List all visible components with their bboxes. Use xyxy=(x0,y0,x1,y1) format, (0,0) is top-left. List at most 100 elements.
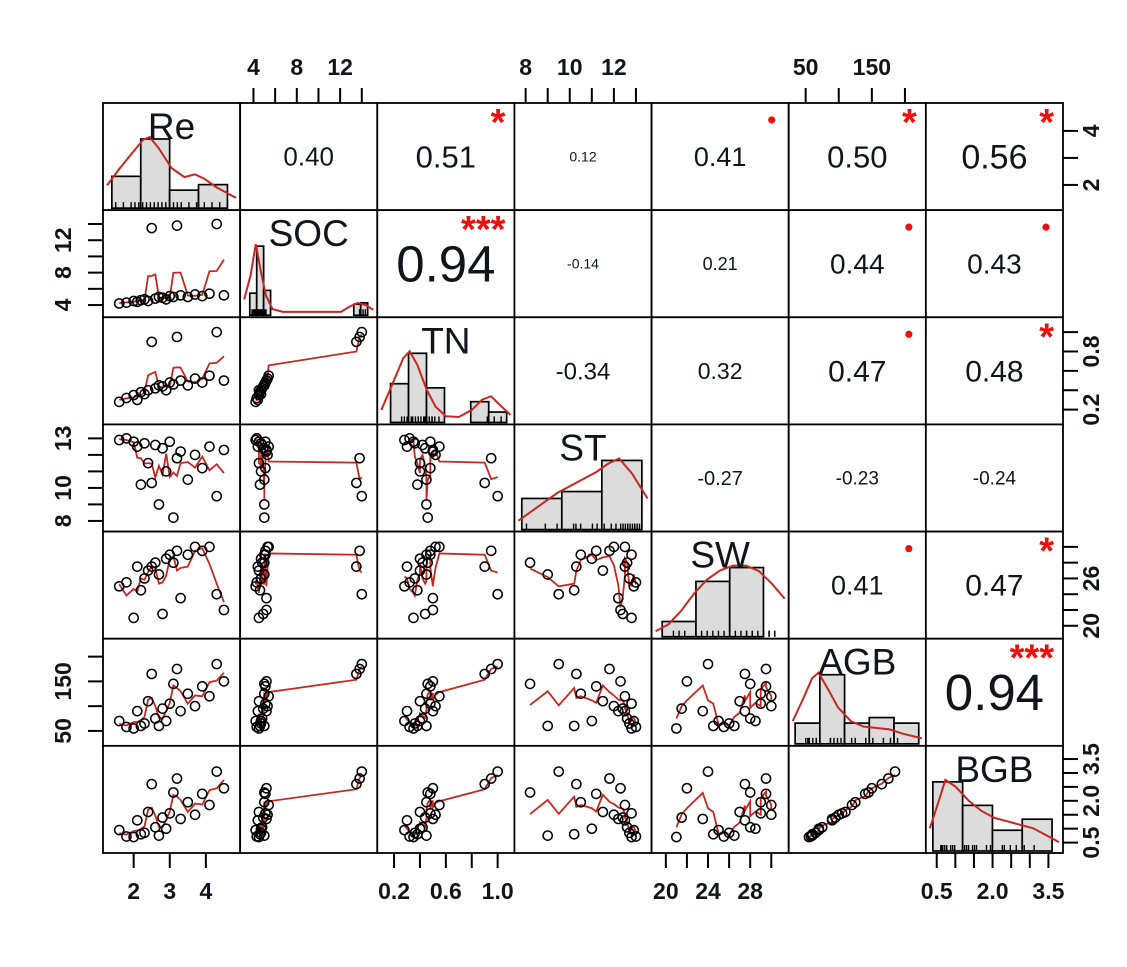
bottom-axis-BGB: 0.5 2.0 3.5 xyxy=(921,853,1065,904)
axis-tick-label: 0.2 xyxy=(1078,394,1104,426)
smooth-line xyxy=(119,438,225,481)
bottom-axis-SW: 20 24 28 xyxy=(653,853,773,904)
scatter-point xyxy=(121,297,132,308)
scatter-point xyxy=(760,663,772,675)
scatter-point xyxy=(354,331,365,343)
axis-tick-label: 8 xyxy=(50,266,76,279)
scatter-point xyxy=(617,608,629,620)
panel-border xyxy=(376,102,516,212)
scatter-point xyxy=(626,831,637,843)
scatter-point xyxy=(424,462,436,474)
scatter-point xyxy=(750,715,761,727)
scatter-point xyxy=(171,545,183,557)
scatter-point xyxy=(723,827,735,839)
scatter-point xyxy=(261,676,272,687)
panel-border xyxy=(650,102,790,212)
scatter-point xyxy=(755,796,767,808)
scatter-point xyxy=(542,569,554,580)
axis-tick-label: 20 xyxy=(653,878,679,904)
panel-AGB-BGB: 0.94*** xyxy=(924,638,1064,747)
scatter-point xyxy=(615,676,626,687)
scatter-point xyxy=(702,658,714,670)
scatter-point xyxy=(626,612,637,624)
scatter-point xyxy=(750,823,761,835)
scatter-point xyxy=(408,436,419,448)
left-axis-AGB: 50 150 xyxy=(50,655,103,744)
scatter-point xyxy=(157,703,168,714)
scatter-point xyxy=(153,830,165,841)
scatter-point xyxy=(164,808,176,819)
scatter-point xyxy=(356,658,368,670)
scatter-point xyxy=(263,370,274,382)
axis-tick-label: 4 xyxy=(247,54,260,80)
panel-SW-AGB: 0.41 xyxy=(787,530,927,640)
scatter-point xyxy=(427,676,439,687)
scatter-point xyxy=(697,813,709,825)
scatter-point xyxy=(149,557,161,569)
scatter-point xyxy=(113,824,125,836)
scatter-point xyxy=(113,434,125,446)
panel-SOC-ST: -0.14 xyxy=(513,209,653,319)
scatter-point xyxy=(479,778,491,790)
scatter-point xyxy=(168,678,179,690)
scatter-point xyxy=(146,336,158,348)
scatter-point xyxy=(590,680,602,692)
density-curve-SOC xyxy=(243,243,374,313)
scatter-point xyxy=(262,700,273,712)
scatter-point xyxy=(131,561,143,572)
scatter-point xyxy=(211,658,223,670)
scatter-point xyxy=(597,695,609,707)
scatter-point xyxy=(676,703,688,714)
correlation-value: -0.24 xyxy=(973,469,1017,490)
scatter-point xyxy=(258,569,270,580)
density-curve-ST xyxy=(517,457,649,522)
scatter-point xyxy=(889,766,901,777)
panel-TN-Re xyxy=(102,316,242,426)
scatter-point xyxy=(621,713,633,724)
scatter-point xyxy=(258,499,270,510)
scatter-point xyxy=(421,499,432,510)
panel-border xyxy=(513,316,653,426)
right-axis-Re: 24 xyxy=(1063,124,1104,191)
scatter-point xyxy=(356,326,368,338)
scatter-point xyxy=(744,787,756,798)
panel-ST-SW: -0.27 xyxy=(650,423,790,533)
scatter-point xyxy=(399,824,410,836)
scatter-point xyxy=(189,700,201,712)
scatter-point xyxy=(164,436,176,448)
scatter-point xyxy=(189,809,201,821)
panel-border xyxy=(513,744,653,854)
scatter-point xyxy=(139,437,150,449)
scatter-point xyxy=(142,806,154,818)
scatter-point xyxy=(260,462,271,474)
scatter-point xyxy=(171,220,183,231)
scatter-point xyxy=(849,796,861,808)
correlation-value: -0.34 xyxy=(556,358,611,385)
panel-TN-SOC xyxy=(239,316,379,426)
scatter-point xyxy=(131,814,143,826)
panel-SW-SOC xyxy=(239,530,379,640)
axis-tick-label: 8 xyxy=(50,514,76,527)
scatter-point xyxy=(142,457,154,469)
scatter-point xyxy=(263,541,274,553)
axis-tick-label: 0.6 xyxy=(430,878,462,904)
correlation-value: -0.23 xyxy=(836,469,879,490)
panel-border xyxy=(650,423,790,533)
scatter-point xyxy=(204,690,215,702)
scatter-point xyxy=(421,720,432,732)
scatter-point xyxy=(427,604,439,616)
scatter-point xyxy=(182,549,194,561)
scatter-point xyxy=(681,782,693,794)
panel-border xyxy=(376,637,516,747)
significance-stars: * xyxy=(1039,316,1054,358)
scatter-point xyxy=(681,676,693,687)
scatter-point xyxy=(113,715,125,727)
scatter-point xyxy=(621,821,633,833)
axis-tick-label: 4 xyxy=(50,298,76,311)
axis-tick-label: 3.5 xyxy=(1078,743,1104,775)
scatter-point xyxy=(168,557,179,569)
axis-tick-label: 2 xyxy=(1078,179,1104,192)
scatter-point xyxy=(218,604,230,616)
panel-SOC-Re xyxy=(102,209,242,319)
